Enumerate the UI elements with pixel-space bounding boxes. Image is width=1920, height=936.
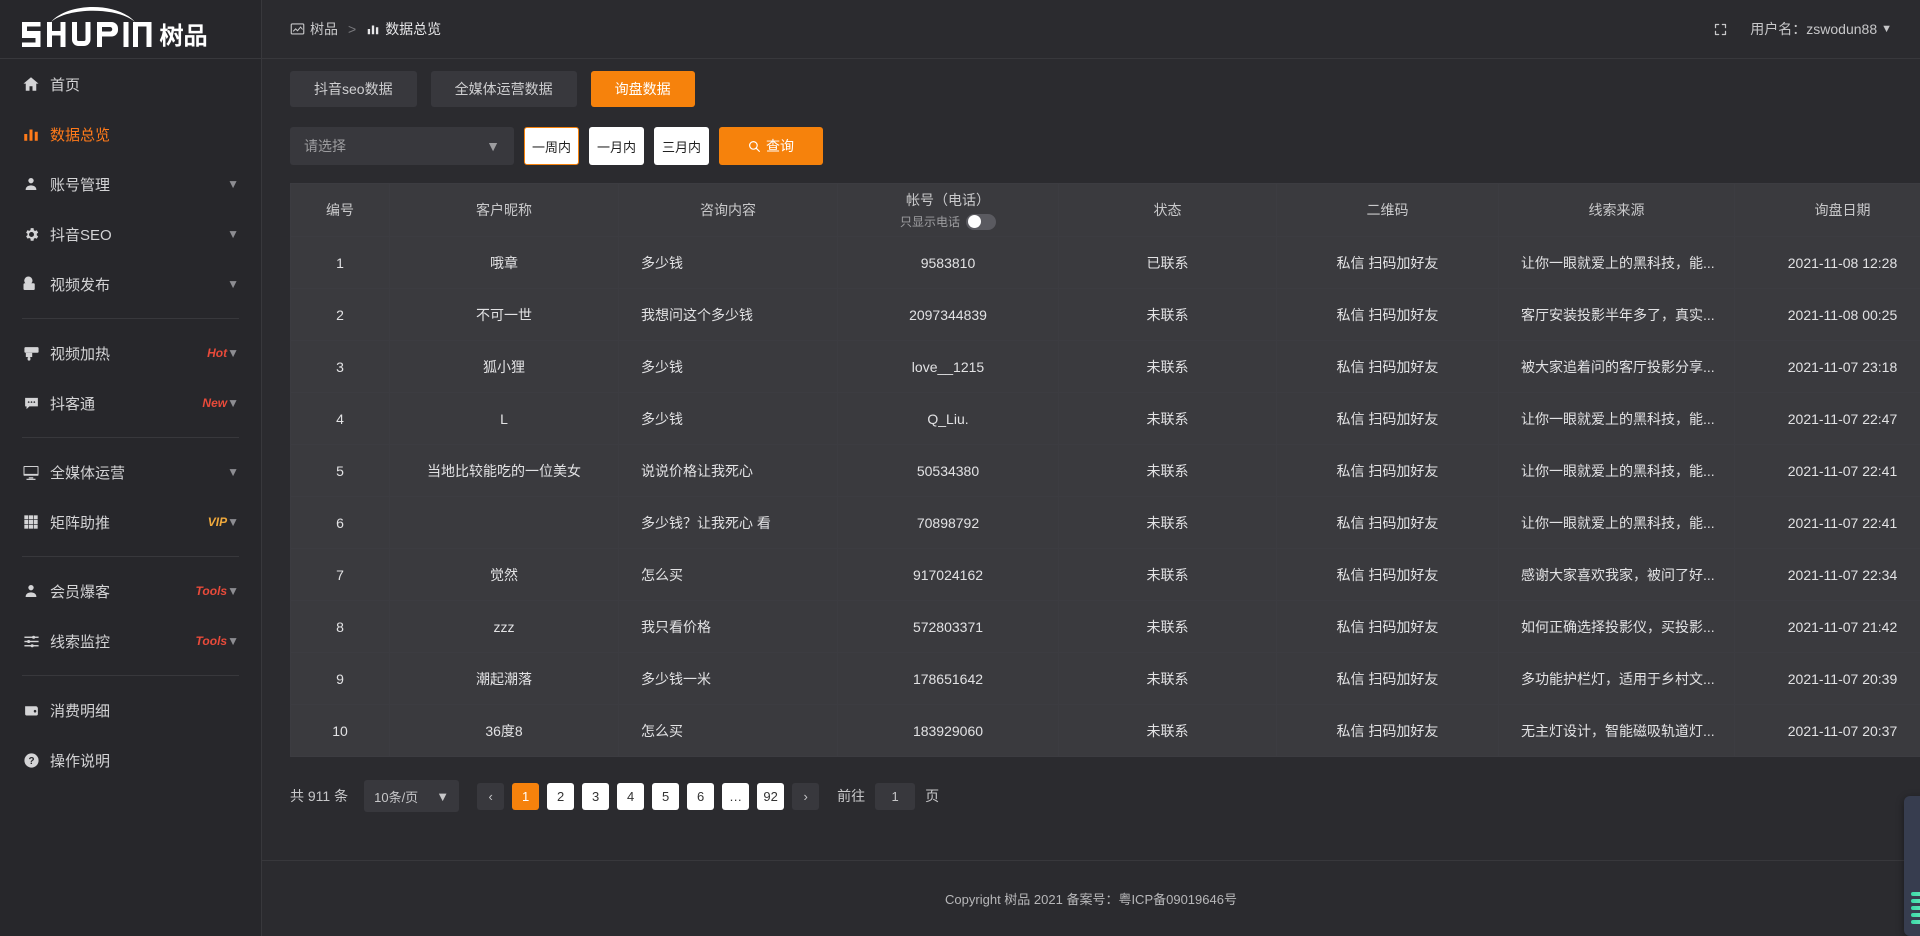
svg-text:?: ? bbox=[28, 756, 34, 767]
svg-text:树品: 树品 bbox=[160, 23, 208, 50]
